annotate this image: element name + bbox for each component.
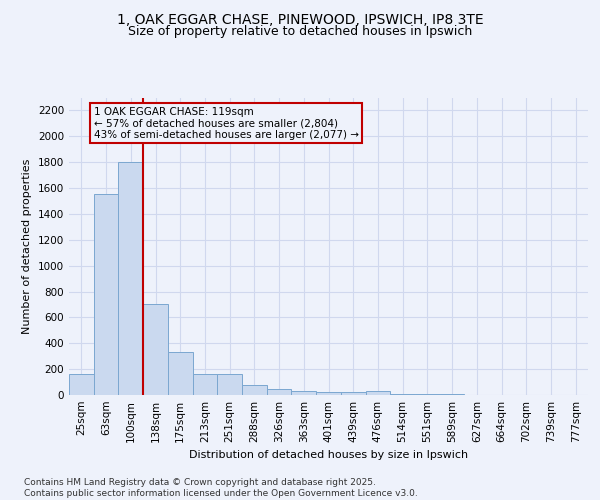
Bar	[316, 392, 341, 395]
Bar	[440, 394, 464, 395]
Bar	[217, 374, 242, 395]
Bar	[94, 194, 118, 395]
Bar	[69, 374, 94, 395]
Y-axis label: Number of detached properties: Number of detached properties	[22, 158, 32, 334]
Text: Size of property relative to detached houses in Ipswich: Size of property relative to detached ho…	[128, 25, 472, 38]
Bar	[341, 392, 365, 395]
Bar	[292, 391, 316, 395]
Bar	[365, 391, 390, 395]
Text: Contains HM Land Registry data © Crown copyright and database right 2025.
Contai: Contains HM Land Registry data © Crown c…	[24, 478, 418, 498]
Text: 1 OAK EGGAR CHASE: 119sqm
← 57% of detached houses are smaller (2,804)
43% of se: 1 OAK EGGAR CHASE: 119sqm ← 57% of detac…	[94, 106, 359, 140]
Text: 1, OAK EGGAR CHASE, PINEWOOD, IPSWICH, IP8 3TE: 1, OAK EGGAR CHASE, PINEWOOD, IPSWICH, I…	[116, 12, 484, 26]
Bar	[267, 388, 292, 395]
Bar	[390, 394, 415, 395]
Bar	[415, 394, 440, 395]
Bar	[143, 304, 168, 395]
Bar	[193, 374, 217, 395]
Bar	[118, 162, 143, 395]
Bar	[168, 352, 193, 395]
X-axis label: Distribution of detached houses by size in Ipswich: Distribution of detached houses by size …	[189, 450, 468, 460]
Bar	[242, 384, 267, 395]
